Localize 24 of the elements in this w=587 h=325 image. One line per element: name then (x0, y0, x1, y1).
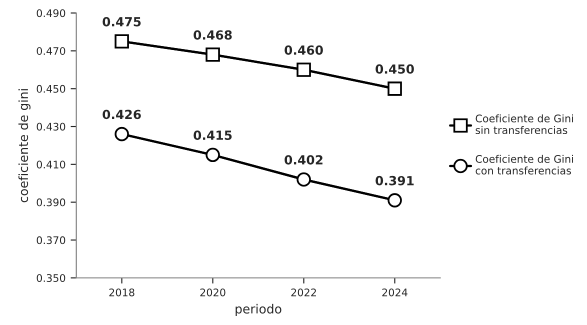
y-tick-label: 0.430 (36, 122, 66, 131)
y-axis-title: coeficiente de gini (18, 89, 31, 202)
y-tick-label: 0.350 (36, 274, 66, 282)
data-label: 0.415 (194, 130, 232, 140)
data-label: 0.468 (194, 30, 232, 40)
data-label: 0.450 (376, 64, 414, 74)
data-label: 0.391 (376, 176, 414, 186)
x-tick-label: 2022 (291, 288, 316, 296)
y-tick-label: 0.390 (36, 198, 66, 206)
y-tick-label: 0.470 (36, 47, 66, 55)
y-tick-label: 0.450 (36, 84, 66, 93)
legend-label: Coeficiente de Gini con transferencias (476, 154, 574, 175)
data-label: 0.402 (284, 155, 322, 165)
y-tick-label: 0.370 (36, 236, 66, 244)
y-tick-label: 0.410 (36, 160, 66, 168)
x-tick-label: 2020 (200, 288, 226, 296)
x-tick-label: 2024 (382, 288, 408, 296)
data-label: 0.426 (102, 110, 141, 120)
x-tick-label: 2018 (109, 288, 134, 296)
data-label: 0.475 (102, 17, 141, 26)
y-tick-label: 0.490 (36, 9, 66, 18)
x-axis-title: periodo (236, 304, 282, 316)
data-label: 0.460 (284, 45, 323, 55)
legend-label: Coeficiente de Gini sin transferencias (476, 114, 574, 134)
